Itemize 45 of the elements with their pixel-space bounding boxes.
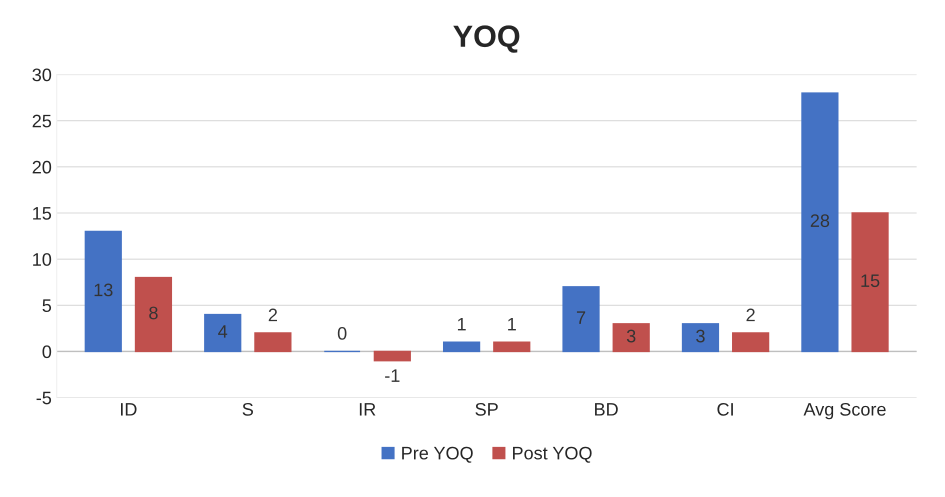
- x-tick-label: CI: [717, 402, 733, 416]
- y-tick-label: 15: [33, 207, 52, 220]
- data-label: -1: [385, 369, 400, 382]
- data-label: 7: [576, 311, 586, 324]
- bar: [442, 342, 480, 352]
- data-label: 2: [746, 308, 755, 322]
- legend-label: Post YOQ: [513, 446, 592, 463]
- x-tick-label: Avg Score: [804, 402, 886, 420]
- y-tick-label: 30: [32, 68, 52, 82]
- bar: [493, 342, 530, 352]
- data-label: 28: [810, 214, 830, 228]
- x-tick-label: SP: [475, 402, 498, 416]
- bar: [84, 230, 122, 352]
- y-tick-label: 0: [42, 345, 52, 358]
- data-label: 8: [149, 306, 158, 320]
- bar: [732, 332, 770, 352]
- bar: [134, 276, 172, 352]
- data-label: 15: [861, 274, 880, 288]
- bar: [374, 350, 411, 362]
- data-label: 13: [94, 284, 113, 296]
- x-tick-label: ID: [121, 403, 137, 416]
- data-label: 3: [626, 330, 636, 342]
- data-label: 3: [696, 330, 705, 342]
- y-tick-label: -5: [36, 392, 52, 404]
- chart-title: YOQ: [453, 25, 520, 53]
- x-tick-label: IR: [360, 403, 376, 416]
- bar: [682, 323, 720, 352]
- bar: [801, 92, 839, 352]
- data-label: 4: [218, 325, 228, 338]
- data-label: 2: [268, 308, 277, 322]
- legend-label: Pre YOQ: [402, 446, 473, 463]
- y-tick-label: 20: [32, 160, 52, 174]
- x-tick-label: S: [242, 402, 253, 416]
- data-label: 0: [338, 327, 346, 340]
- data-label: 1: [508, 318, 516, 330]
- bar: [562, 286, 600, 352]
- y-tick-label: 25: [32, 114, 52, 128]
- y-tick-label: 5: [42, 299, 52, 312]
- bar: [204, 314, 242, 352]
- bar: [851, 212, 889, 352]
- data-label: 1: [458, 318, 466, 330]
- bar: [254, 332, 292, 352]
- x-tick-label: BD: [595, 403, 618, 416]
- bar: [612, 323, 650, 352]
- y-tick-label: 10: [33, 253, 52, 266]
